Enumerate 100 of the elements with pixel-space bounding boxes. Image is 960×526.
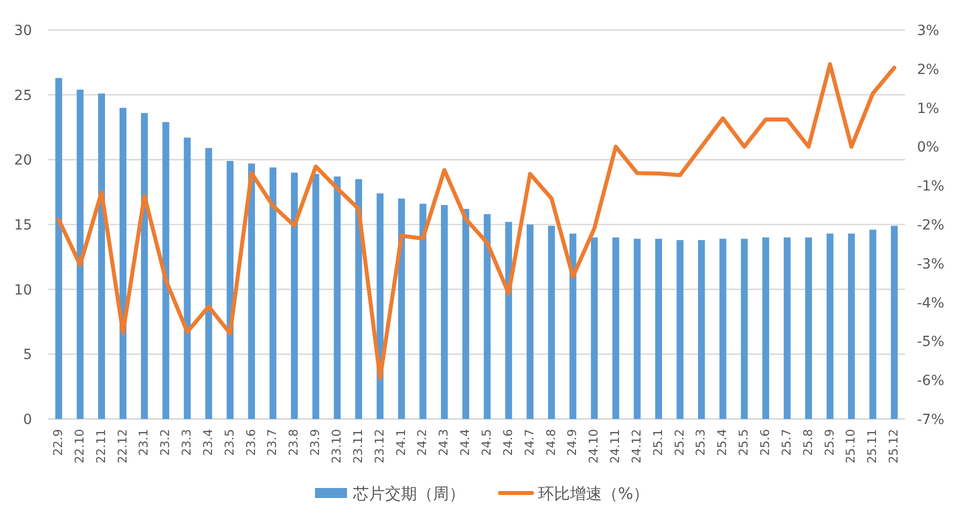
y-tick-label: 20 (14, 152, 32, 169)
x-tick-label: 24.6 (500, 429, 515, 456)
bar (869, 230, 876, 419)
bar (505, 222, 512, 419)
x-tick-label: 22.11 (94, 429, 108, 464)
bar (334, 176, 341, 419)
x-tick-label: 25.5 (736, 429, 751, 456)
x-tick-label: 23.6 (244, 429, 258, 456)
y-tick-label: 0 (23, 412, 32, 428)
bar (634, 238, 641, 419)
x-tick-label: 23.9 (308, 429, 322, 456)
x-tick-label: 22.9 (50, 429, 65, 456)
y2-tick-label: -6% (917, 373, 944, 390)
x-tick-label: 24.7 (522, 429, 536, 456)
bar (226, 160, 234, 419)
bar (805, 237, 812, 419)
bar (676, 240, 684, 419)
x-tick-label: 25.6 (758, 429, 772, 456)
x-tick-label: 23.7 (265, 429, 280, 456)
bar (548, 226, 555, 419)
x-tick-label: 24.1 (394, 429, 408, 456)
y2-tick-label: -1% (917, 178, 944, 195)
bar (420, 204, 426, 419)
bar (270, 167, 276, 419)
bar (719, 238, 726, 419)
line-series (56, 62, 896, 380)
x-tick-label: 23.3 (180, 429, 194, 456)
x-tick-label: 24.3 (436, 429, 451, 456)
x-tick-label: 23.2 (158, 429, 172, 456)
bar (76, 90, 84, 419)
x-tick-label: 23.10 (330, 429, 344, 464)
bar (290, 172, 298, 419)
y2-tick-label: 0% (917, 140, 940, 156)
x-tick-label: 24.5 (479, 429, 494, 456)
bar (484, 214, 491, 419)
bar (120, 108, 126, 419)
bar (784, 237, 791, 419)
x-tick-label: 25.7 (779, 429, 794, 456)
bar (590, 237, 598, 419)
bar (140, 112, 148, 419)
y2-tick-label: 3% (917, 23, 940, 39)
y2-tick-label: -7% (917, 412, 944, 428)
y-tick-label: 30 (14, 23, 32, 39)
x-tick-label: 25.12 (886, 429, 901, 464)
bar (162, 122, 170, 419)
x-tick-label: 25.8 (800, 429, 815, 456)
x-tick-label: 25.11 (865, 429, 880, 464)
y2-tick-label: 2% (917, 62, 940, 78)
x-tick-label: 24.12 (629, 429, 644, 464)
bar (184, 138, 191, 419)
y-tick-label: 10 (14, 282, 32, 298)
bar (762, 237, 770, 419)
legend-label: 芯片交期（周） (352, 484, 465, 503)
x-tick-label: 22.12 (115, 429, 130, 464)
x-tick-label: 22.10 (72, 429, 86, 464)
x-tick-label: 23.5 (222, 429, 236, 456)
x-tick-label: 24.4 (458, 429, 472, 456)
y2-tick-label: 1% (917, 100, 940, 117)
x-tick-label: 25.10 (844, 429, 858, 464)
x-tick-label: 24.9 (565, 429, 580, 456)
x-tick-label: 23.1 (136, 429, 151, 456)
bar (462, 208, 470, 419)
x-tick-label: 23.8 (286, 429, 301, 456)
y2-tick-label: -3% (917, 256, 944, 272)
bar (526, 224, 534, 419)
bar (848, 234, 855, 419)
bar (205, 148, 212, 419)
y2-tick-label: -4% (917, 295, 944, 312)
legend-label: 环比增速（%） (538, 484, 650, 503)
x-tick-label: 24.8 (544, 429, 558, 456)
bar (98, 94, 105, 419)
bar (740, 238, 748, 419)
bar (826, 234, 834, 419)
x-tick-label: 25.4 (715, 429, 730, 456)
bar (890, 226, 898, 419)
x-tick-label: 24.10 (586, 429, 601, 464)
x-tick-label: 25.9 (822, 429, 836, 456)
x-tick-label: 25.2 (672, 429, 686, 456)
bar (655, 238, 662, 419)
x-tick-label: 25.3 (694, 429, 708, 456)
bar (55, 78, 62, 419)
bar (248, 164, 255, 419)
bar (612, 237, 620, 419)
bar (698, 240, 705, 419)
x-tick-label: 24.11 (608, 429, 622, 464)
x-tick-label: 24.2 (415, 429, 430, 456)
bar (312, 174, 320, 419)
bar (440, 205, 448, 419)
y2-tick-label: -5% (917, 334, 944, 350)
x-tick-label: 25.1 (650, 429, 665, 456)
x-tick-label: 23.12 (372, 429, 386, 464)
bar (569, 234, 576, 419)
bar (355, 179, 362, 419)
y-tick-label: 15 (14, 218, 32, 234)
y2-tick-label: -2% (917, 218, 944, 234)
bar (398, 198, 405, 419)
y-tick-label: 5 (23, 347, 32, 364)
y-tick-label: 25 (14, 88, 32, 104)
x-tick-label: 23.4 (200, 429, 215, 456)
x-tick-label: 23.11 (350, 429, 365, 464)
